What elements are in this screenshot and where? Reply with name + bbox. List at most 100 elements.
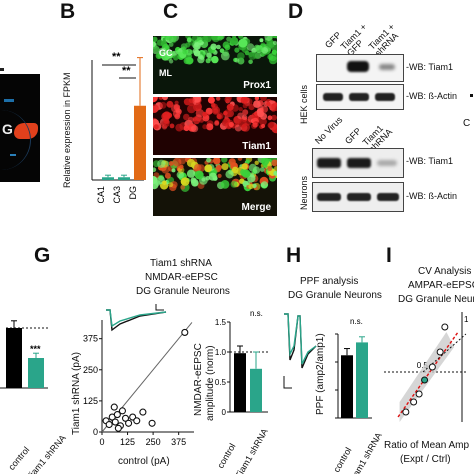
gs-point-4 bbox=[113, 411, 121, 419]
cell bbox=[207, 56, 213, 61]
cell bbox=[238, 33, 244, 39]
i-point-5 bbox=[436, 348, 444, 356]
edge-fragment-c: C bbox=[463, 118, 471, 129]
gl-bar-0 bbox=[6, 328, 22, 388]
cell bbox=[191, 35, 199, 43]
cell bbox=[162, 94, 168, 101]
cell bbox=[162, 180, 167, 186]
gs-ytick-0: 0 bbox=[93, 427, 98, 437]
cell bbox=[186, 169, 196, 178]
i-point-0 bbox=[402, 408, 410, 416]
cell bbox=[238, 107, 243, 112]
edge-mark bbox=[470, 94, 473, 97]
g-title-2: NMDAR-eEPSC bbox=[145, 272, 218, 283]
cell bbox=[207, 96, 215, 104]
cell bbox=[190, 177, 197, 184]
cell bbox=[245, 159, 250, 164]
i-tick-05: 0.5 bbox=[417, 361, 429, 370]
cell bbox=[230, 37, 239, 45]
gs-point-15 bbox=[114, 424, 122, 432]
i-confidence-band bbox=[399, 332, 455, 422]
i-point-4 bbox=[428, 363, 436, 371]
h-xtick-control: control bbox=[331, 445, 354, 474]
gs-ytick-125: 125 bbox=[83, 396, 98, 406]
chart-g-scatter: 0 125 250 375 0 125 250 375 bbox=[83, 304, 194, 447]
cell bbox=[161, 112, 171, 121]
gs-point-14 bbox=[110, 403, 118, 411]
cell bbox=[183, 57, 190, 65]
cell bbox=[152, 36, 158, 43]
blot-neu-tiam1 bbox=[312, 148, 404, 178]
cell bbox=[192, 117, 201, 125]
cell bbox=[161, 52, 170, 61]
b-bar-CA3 bbox=[118, 177, 130, 180]
gb-ytick-1.0: 1.0 bbox=[215, 348, 227, 357]
label-tiam1: Tiam1 bbox=[242, 141, 271, 152]
cell bbox=[259, 167, 265, 172]
blot-hek-tiam1 bbox=[316, 54, 404, 82]
cell bbox=[156, 39, 164, 46]
micrograph-tiam1: Tiam1 bbox=[149, 93, 281, 155]
cell bbox=[192, 48, 199, 54]
i-tick-1: 1 bbox=[464, 315, 469, 324]
cell bbox=[208, 172, 217, 181]
cell bbox=[173, 55, 179, 61]
cell bbox=[153, 124, 159, 130]
panel-label-i: I bbox=[386, 244, 392, 267]
cell bbox=[169, 123, 175, 129]
cell bbox=[225, 170, 234, 179]
hek-group-label: HEK cells bbox=[299, 84, 309, 124]
cell bbox=[180, 184, 186, 190]
gs-point-1 bbox=[105, 420, 113, 429]
gs-ytick-250: 250 bbox=[83, 365, 98, 375]
panel-label-b: B bbox=[60, 0, 76, 23]
panel-label-c: C bbox=[163, 0, 179, 23]
cell bbox=[271, 114, 277, 121]
cell bbox=[259, 38, 264, 43]
cell bbox=[174, 100, 179, 105]
cell bbox=[221, 156, 228, 163]
cell bbox=[179, 164, 184, 169]
h-ns: n.s. bbox=[350, 318, 363, 326]
cell bbox=[240, 96, 248, 104]
gs-inset-scalebar bbox=[155, 304, 164, 311]
b-sig-2: ** bbox=[122, 65, 131, 77]
cell bbox=[153, 45, 160, 52]
gs-point-12 bbox=[148, 419, 156, 427]
cell bbox=[168, 59, 174, 64]
cell bbox=[183, 113, 190, 121]
cell bbox=[171, 168, 176, 173]
ppf-scalebar bbox=[283, 376, 292, 389]
cell bbox=[210, 43, 217, 50]
gs-xtick-125: 125 bbox=[120, 437, 135, 447]
b-bar-CA1 bbox=[102, 177, 114, 180]
label-ml: ML bbox=[159, 68, 172, 78]
gb-ylabel-1: NMDAR-eEPSC bbox=[193, 343, 204, 416]
cell bbox=[201, 35, 209, 43]
cell bbox=[226, 103, 234, 111]
neu-lane-novirus: No Virus bbox=[312, 114, 345, 146]
cell bbox=[230, 180, 238, 188]
cell bbox=[252, 166, 261, 174]
cell bbox=[173, 104, 181, 111]
chart-b: CA1 CA3 DG **** bbox=[91, 51, 146, 204]
cell bbox=[150, 180, 159, 190]
cell bbox=[149, 93, 158, 103]
gb-xtick-shrna: Tiam1 shRNA bbox=[233, 426, 270, 474]
gs-point-10 bbox=[133, 417, 141, 425]
cell bbox=[193, 163, 202, 172]
cell bbox=[182, 49, 188, 55]
cell bbox=[216, 44, 221, 50]
cell bbox=[222, 41, 230, 49]
i-title-3: DG Granule Neuro bbox=[398, 294, 474, 305]
i-xlabel-1: Ratio of Mean Amp bbox=[384, 440, 470, 451]
cell bbox=[175, 123, 184, 132]
cell bbox=[252, 122, 258, 128]
cell bbox=[226, 36, 232, 42]
cell bbox=[221, 163, 229, 171]
gs-xtick-250: 250 bbox=[146, 437, 161, 447]
cell bbox=[172, 157, 182, 167]
b-xtick-DG: DG bbox=[128, 186, 138, 200]
cell bbox=[266, 101, 271, 107]
